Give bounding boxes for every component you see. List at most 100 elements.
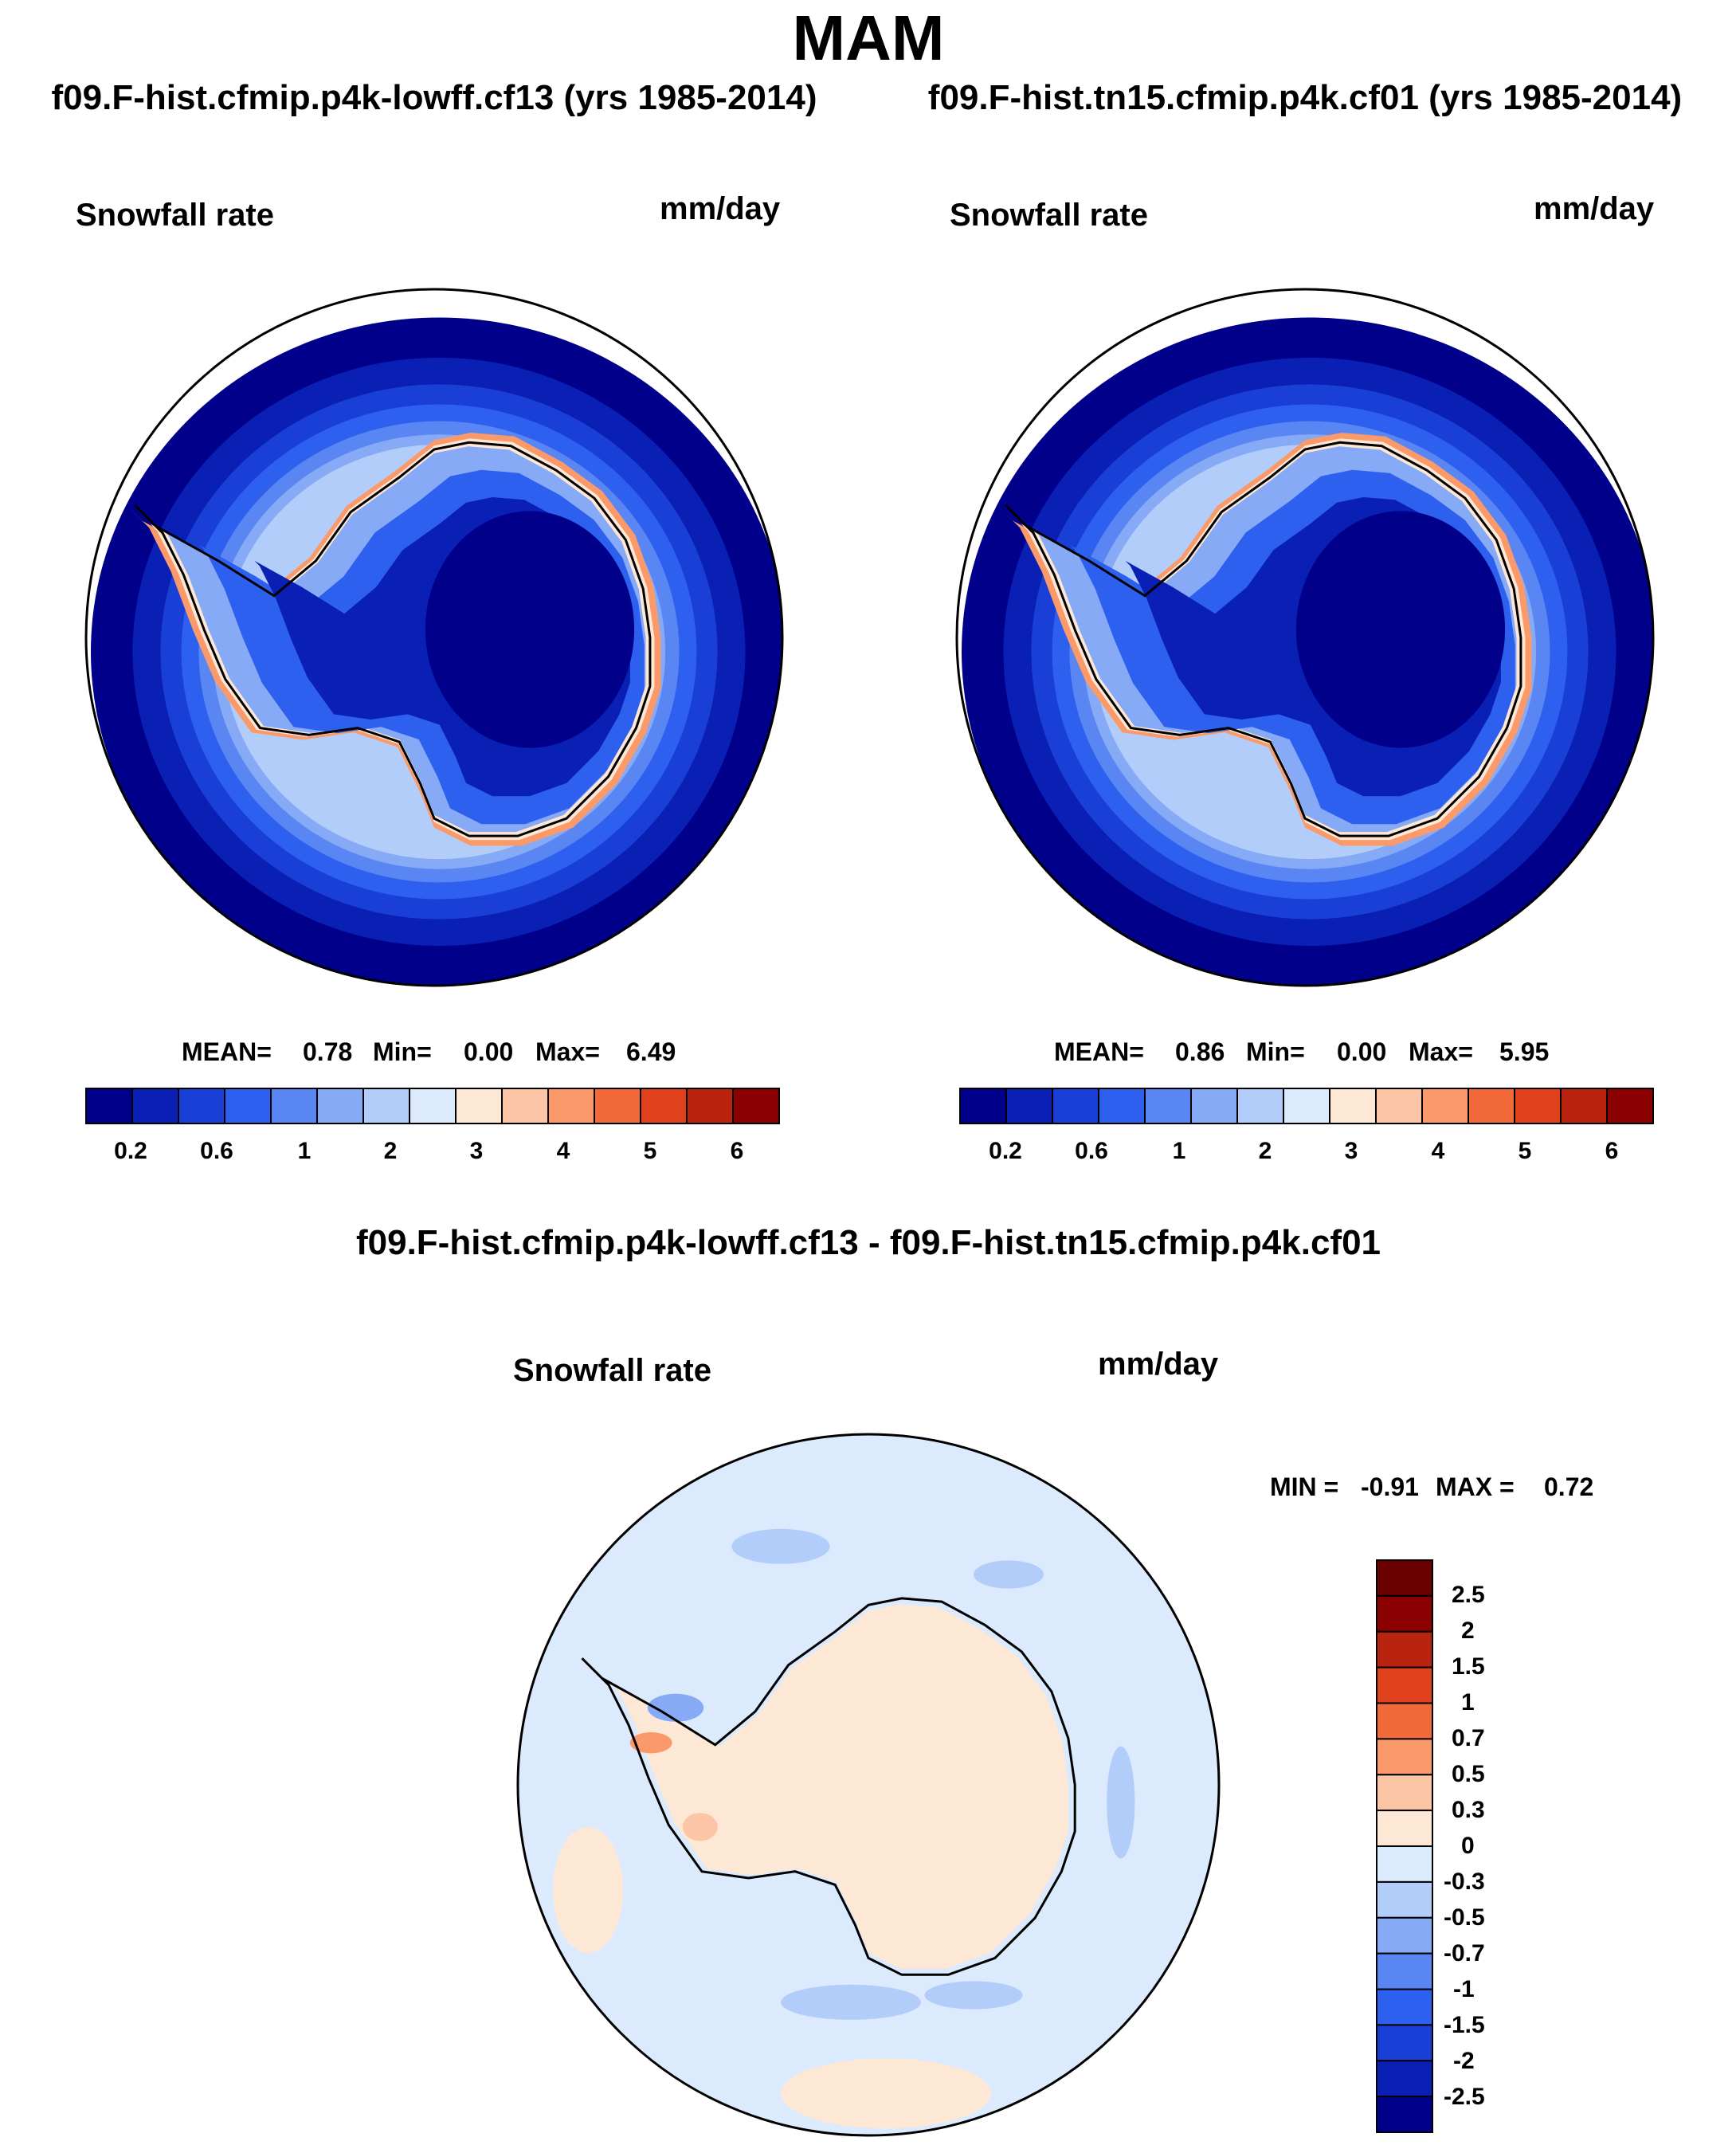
- colorbar-cell: [1376, 1630, 1433, 1669]
- colorbar-cell: [1144, 1088, 1192, 1124]
- coastline: [581, 1597, 1076, 1976]
- panel2-case-title: f09.F-hist.tn15.cfmip.p4k.cf01 (yrs 1985…: [927, 78, 1683, 117]
- colorbar-cell: [1376, 2096, 1433, 2134]
- difference-tick: -0.5: [1444, 1904, 1485, 1931]
- panel1-map: [91, 317, 782, 986]
- difference-tick: -2: [1453, 2048, 1475, 2074]
- panel1-max-label: Max=: [535, 1037, 600, 1066]
- panel1-tick: 4: [556, 1138, 570, 1164]
- colorbar-cell: [1376, 1738, 1433, 1776]
- difference-colorbar: [1376, 1559, 1433, 2134]
- difference-min-label: MIN =: [1270, 1472, 1339, 1501]
- colorbar-cell: [1606, 1088, 1654, 1124]
- colorbar-cell: [224, 1088, 272, 1124]
- colorbar-cell: [1376, 1559, 1433, 1597]
- difference-max-value: 0.72: [1544, 1472, 1594, 1501]
- panel2-tick: 3: [1344, 1138, 1358, 1164]
- colorbar-cell: [316, 1088, 364, 1124]
- panel2-max-label: Max=: [1409, 1037, 1473, 1066]
- colorbar-cell: [1376, 1916, 1433, 1955]
- difference-positive-region: [590, 1604, 1068, 1969]
- difference-title: f09.F-hist.cfmip.p4k-lowff.cf13 - f09.F-…: [355, 1223, 1381, 1262]
- difference-tick: 0: [1461, 1833, 1475, 1859]
- difference-min-value: -0.91: [1361, 1472, 1419, 1501]
- colorbar-cell: [1190, 1088, 1238, 1124]
- panel1-tick: 0.2: [114, 1138, 147, 1164]
- colorbar-cell: [640, 1088, 688, 1124]
- colorbar-cell: [409, 1088, 457, 1124]
- panel1-tick: 2: [383, 1138, 398, 1164]
- difference-tick: -1: [1453, 1976, 1475, 2002]
- colorbar-cell: [1376, 1666, 1433, 1704]
- panel1-tick: 3: [469, 1138, 484, 1164]
- panel2-tick: 4: [1431, 1138, 1445, 1164]
- colorbar-cell: [547, 1088, 595, 1124]
- colorbar-cell: [1514, 1088, 1562, 1124]
- difference-contour-patch: [924, 1981, 1023, 2010]
- colorbar-cell: [594, 1088, 641, 1124]
- difference-tick: 1.5: [1452, 1653, 1485, 1680]
- difference-contour-patch: [647, 1693, 704, 1722]
- colorbar-cell: [1376, 1880, 1433, 1919]
- colorbar-cell: [1376, 1845, 1433, 1883]
- colorbar-cell: [362, 1088, 410, 1124]
- panel2-tick: 0.2: [989, 1138, 1022, 1164]
- colorbar-cell: [1052, 1088, 1099, 1124]
- panel2-mean-value: 0.86: [1175, 1037, 1225, 1066]
- panel1-variable-label: Snowfall rate: [76, 198, 274, 233]
- colorbar-cell: [732, 1088, 780, 1124]
- panel1-tick: 1: [297, 1138, 312, 1164]
- colorbar-cell: [1376, 1988, 1433, 2026]
- difference-variable-label: Snowfall rate: [513, 1353, 711, 1388]
- colorbar-cell: [1376, 1702, 1433, 1740]
- difference-tick: 0.3: [1452, 1797, 1485, 1823]
- colorbar-cell: [1098, 1088, 1146, 1124]
- difference-map-border: [516, 1433, 1221, 2137]
- panel1-units-label: mm/day: [660, 191, 781, 226]
- panel2-map-border: [955, 288, 1655, 987]
- panel1-tick: 0.6: [200, 1138, 233, 1164]
- panel2-tick: 1: [1172, 1138, 1186, 1164]
- colorbar-cell: [1376, 1810, 1433, 1848]
- difference-contour-patch: [682, 1813, 718, 1841]
- plateau-low-snowfall: [425, 511, 635, 748]
- colorbar-cell: [1376, 2060, 1433, 2098]
- colorbar-cell: [501, 1088, 549, 1124]
- panel2-map: [962, 317, 1653, 986]
- colorbar-cell: [270, 1088, 318, 1124]
- colorbar-cell: [1005, 1088, 1053, 1124]
- colorbar-cell: [959, 1088, 1007, 1124]
- colorbar-cell: [1421, 1088, 1469, 1124]
- difference-contour-patch: [629, 1732, 672, 1754]
- colorbar-cell: [1560, 1088, 1608, 1124]
- difference-contour-patch: [781, 1984, 921, 2020]
- difference-tick: 2.5: [1452, 1582, 1485, 1608]
- colorbar-cell: [1376, 2024, 1433, 2062]
- difference-contour-patch: [553, 1826, 623, 1954]
- colorbar-cell: [85, 1088, 133, 1124]
- main-title: MAM: [792, 2, 945, 73]
- coastline: [134, 441, 652, 837]
- panel1-min-label: Min=: [373, 1037, 432, 1066]
- panel2-colorbar: [959, 1088, 1654, 1124]
- difference-tick: -0.3: [1444, 1869, 1485, 1895]
- colorbar-cell: [455, 1088, 503, 1124]
- panel2-tick: 0.6: [1075, 1138, 1108, 1164]
- colorbar-cell: [686, 1088, 734, 1124]
- panel2-max-value: 5.95: [1499, 1037, 1550, 1066]
- difference-map: [518, 1434, 1219, 2135]
- panel1-mean-label: MEAN=: [182, 1037, 272, 1066]
- panel1-max-value: 6.49: [626, 1037, 676, 1066]
- difference-contour-patch: [781, 2058, 991, 2129]
- colorbar-cell: [1468, 1088, 1515, 1124]
- difference-tick: 0.5: [1452, 1761, 1485, 1787]
- plateau-low-snowfall: [1295, 511, 1506, 748]
- panel1-min-value: 0.00: [464, 1037, 514, 1066]
- panel2-min-value: 0.00: [1337, 1037, 1387, 1066]
- colorbar-cell: [131, 1088, 179, 1124]
- difference-contour-patch: [974, 1560, 1044, 1589]
- panel2-mean-label: MEAN=: [1054, 1037, 1144, 1066]
- panel1-colorbar: [85, 1088, 780, 1124]
- difference-tick: 1: [1461, 1689, 1475, 1716]
